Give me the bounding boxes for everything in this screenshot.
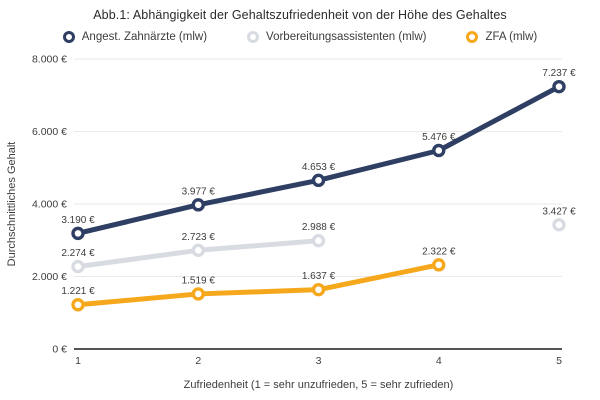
legend-ring-icon bbox=[62, 31, 75, 43]
x-tick-label: 4 bbox=[436, 355, 442, 367]
legend-ring-icon bbox=[466, 31, 479, 43]
chart-legend: Angest. Zahnärzte (mlw) Vorbereitungsass… bbox=[0, 31, 600, 43]
x-tick-label: 5 bbox=[556, 355, 562, 367]
legend-label: Vorbereitungsassistenten (mlw) bbox=[266, 31, 427, 43]
legend-label: ZFA (mlw) bbox=[485, 31, 538, 43]
data-point-marker bbox=[311, 282, 326, 297]
legend-ring-icon bbox=[247, 31, 260, 43]
value-label: 3.190 € bbox=[61, 215, 95, 226]
data-point-marker bbox=[311, 173, 326, 188]
value-label: 2.322 € bbox=[422, 246, 456, 257]
x-tick-label: 3 bbox=[316, 355, 322, 367]
value-label: 1.637 € bbox=[302, 271, 336, 282]
value-label: 1.221 € bbox=[61, 286, 95, 297]
y-tick-label: 4.000 € bbox=[32, 199, 67, 211]
y-tick-label: 8.000 € bbox=[32, 54, 67, 66]
data-point-marker bbox=[71, 259, 85, 274]
legend-label: Angest. Zahnärzte (mlw) bbox=[81, 31, 208, 43]
data-point-marker bbox=[71, 298, 85, 312]
x-tick-label: 1 bbox=[75, 355, 81, 367]
value-label: 2.723 € bbox=[182, 232, 216, 243]
data-point-marker bbox=[552, 218, 566, 232]
series-line-2 bbox=[75, 262, 442, 308]
data-point-marker bbox=[191, 198, 205, 212]
data-point-marker bbox=[432, 258, 446, 272]
data-point-marker bbox=[311, 233, 326, 248]
y-tick-label: 6.000 € bbox=[32, 126, 67, 138]
chart-title: Abb.1: Abhängigkeit der Gehaltszufrieden… bbox=[93, 8, 507, 22]
y-tick-label: 2.000 € bbox=[32, 271, 67, 283]
x-axis-title: Zufriedenheit (1 = sehr unzufrieden, 5 =… bbox=[184, 379, 454, 391]
value-label: 1.519 € bbox=[182, 275, 216, 286]
data-point-marker bbox=[432, 143, 446, 158]
legend-item-angest-zahnaerzte: Angest. Zahnärzte (mlw) bbox=[62, 31, 208, 43]
legend-item-zfa: ZFA (mlw) bbox=[466, 31, 537, 43]
value-label: 2.988 € bbox=[302, 222, 336, 233]
x-tick-label: 2 bbox=[195, 355, 201, 367]
value-label: 3.977 € bbox=[182, 186, 216, 197]
value-label: 3.427 € bbox=[542, 206, 576, 217]
data-point-marker bbox=[191, 287, 205, 301]
value-label: 7.237 € bbox=[542, 68, 576, 79]
data-point-marker bbox=[552, 79, 566, 94]
data-point-marker bbox=[71, 226, 85, 241]
value-label: 4.653 € bbox=[302, 162, 336, 173]
legend-item-vorbereitungsassistenten: Vorbereitungsassistenten (mlw) bbox=[247, 31, 426, 43]
y-axis-title: Durchschnittliches Gehalt bbox=[6, 142, 18, 267]
y-tick-label: 0 € bbox=[52, 344, 67, 356]
value-label: 5.476 € bbox=[422, 132, 456, 143]
data-point-marker bbox=[191, 243, 205, 257]
value-label: 2.274 € bbox=[61, 248, 95, 259]
series-line-0 bbox=[75, 84, 562, 236]
